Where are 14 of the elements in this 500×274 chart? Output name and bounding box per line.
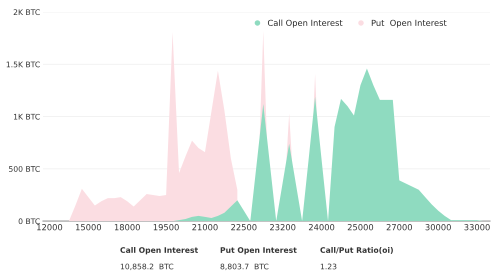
x-tick-label: 23200 bbox=[270, 224, 296, 230]
legend-label: Put Open Interest bbox=[372, 20, 447, 28]
legend-label: Call Open Interest bbox=[268, 20, 342, 28]
x-tick-label: 19500 bbox=[154, 224, 179, 230]
x-tick-label: 21000 bbox=[192, 224, 218, 230]
x-tick-label: 25000 bbox=[348, 224, 374, 230]
x-tick-label: 22500 bbox=[231, 224, 257, 230]
x-tick-label: 27000 bbox=[386, 224, 412, 230]
x-tick-label: 18000 bbox=[114, 224, 140, 230]
x-tick-label: 24000 bbox=[308, 224, 334, 230]
x-tick-label: 12000 bbox=[37, 224, 62, 230]
x-tick-label: 15000 bbox=[76, 224, 102, 230]
x-tick-label: 33000 bbox=[464, 224, 490, 230]
x-tick-label: 30000 bbox=[426, 224, 451, 230]
